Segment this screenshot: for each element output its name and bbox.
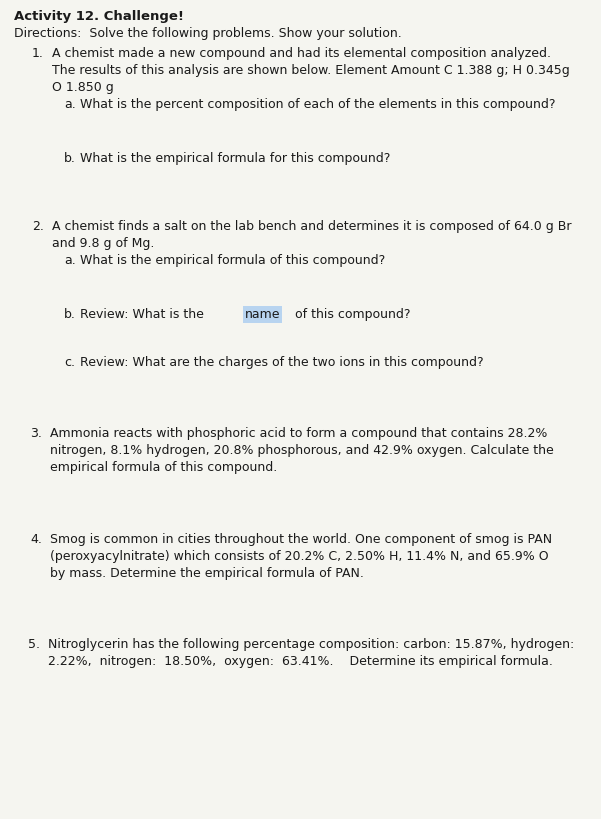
Text: Review: What are the charges of the two ions in this compound?: Review: What are the charges of the two … [80,356,484,369]
Text: Nitroglycerin has the following percentage composition: carbon: 15.87%, hydrogen: Nitroglycerin has the following percenta… [48,638,574,651]
Text: name: name [245,308,281,321]
Text: The results of this analysis are shown below. Element Amount C 1.388 g; H 0.345g: The results of this analysis are shown b… [52,64,570,76]
Text: What is the empirical formula for this compound?: What is the empirical formula for this c… [80,152,391,165]
Text: O 1.850 g: O 1.850 g [52,80,114,93]
Text: 2.: 2. [32,220,44,233]
Text: of this compound?: of this compound? [291,308,410,321]
Text: a.: a. [64,254,76,267]
Text: 4.: 4. [30,532,42,545]
Text: (peroxyacylnitrate) which consists of 20.2% C, 2.50% H, 11.4% N, and 65.9% O: (peroxyacylnitrate) which consists of 20… [50,550,549,563]
Text: Ammonia reacts with phosphoric acid to form a compound that contains 28.2%: Ammonia reacts with phosphoric acid to f… [50,428,548,441]
Text: 1.: 1. [32,47,44,60]
Text: a.: a. [64,97,76,111]
Text: c.: c. [64,356,75,369]
Text: nitrogen, 8.1% hydrogen, 20.8% phosphorous, and 42.9% oxygen. Calculate the: nitrogen, 8.1% hydrogen, 20.8% phosphoro… [50,445,554,457]
Text: b.: b. [64,308,76,321]
Text: Directions:  Solve the following problems. Show your solution.: Directions: Solve the following problems… [14,27,401,40]
Text: A chemist finds a salt on the lab bench and determines it is composed of 64.0 g : A chemist finds a salt on the lab bench … [52,220,572,233]
Text: by mass. Determine the empirical formula of PAN.: by mass. Determine the empirical formula… [50,567,364,580]
Text: Activity 12. Challenge!: Activity 12. Challenge! [14,10,184,23]
Text: Smog is common in cities throughout the world. One component of smog is PAN: Smog is common in cities throughout the … [50,532,552,545]
Text: 2.22%,  nitrogen:  18.50%,  oxygen:  63.41%.    Determine its empirical formula.: 2.22%, nitrogen: 18.50%, oxygen: 63.41%.… [48,655,553,668]
Text: b.: b. [64,152,76,165]
Text: empirical formula of this compound.: empirical formula of this compound. [50,461,277,474]
Text: What is the empirical formula of this compound?: What is the empirical formula of this co… [80,254,385,267]
Text: What is the percent composition of each of the elements in this compound?: What is the percent composition of each … [80,97,555,111]
Text: 5.: 5. [28,638,40,651]
Text: and 9.8 g of Mg.: and 9.8 g of Mg. [52,237,154,250]
Text: Review: What is the: Review: What is the [80,308,208,321]
Text: A chemist made a new compound and had its elemental composition analyzed.: A chemist made a new compound and had it… [52,47,551,60]
Text: 3.: 3. [30,428,42,441]
